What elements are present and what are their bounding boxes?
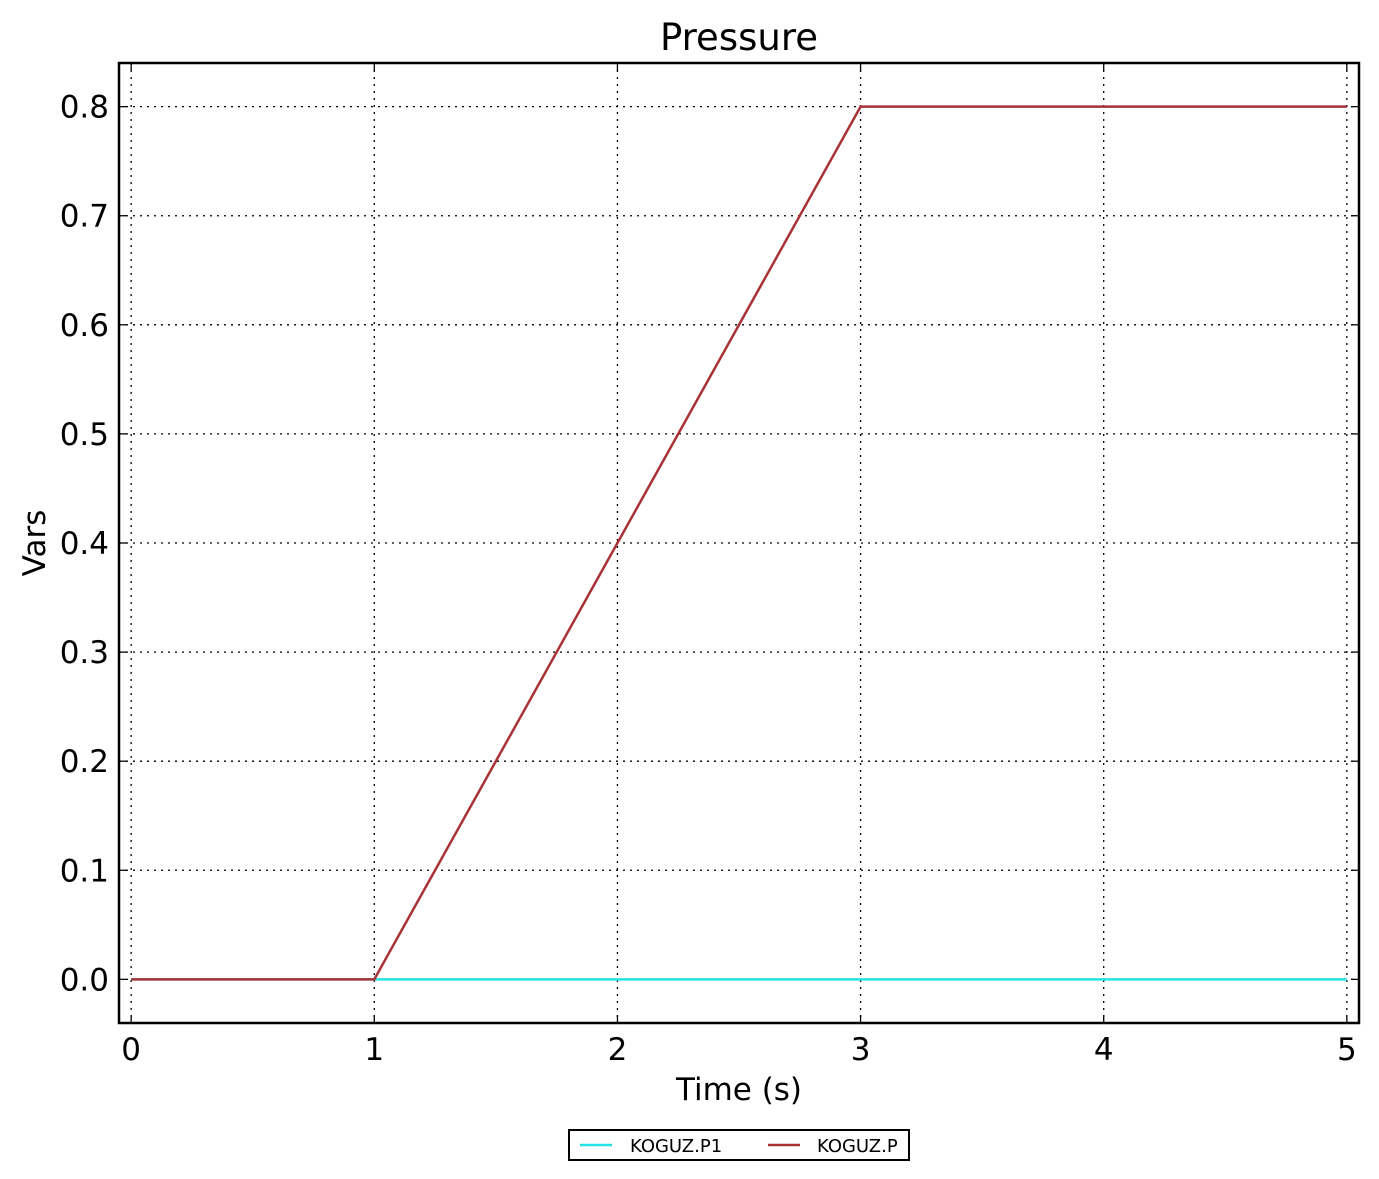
legend-label-koguz-p: KOGUZ.P [817, 1136, 898, 1157]
x-tick-label: 4 [1094, 1032, 1114, 1068]
x-tick-label: 2 [608, 1032, 628, 1068]
plot-frame [117, 61, 1361, 1025]
tick-marks [119, 63, 1359, 1023]
y-tick-label: 0.4 [60, 526, 109, 562]
x-tick-labels: 0 1 2 3 4 5 [121, 1032, 1356, 1068]
x-tick-label: 3 [851, 1032, 871, 1068]
y-tick-label: 0.8 [60, 90, 109, 126]
y-tick-label: 0.6 [60, 308, 109, 344]
y-tick-label: 0.0 [60, 962, 109, 998]
y-tick-label: 0.1 [60, 853, 109, 889]
x-axis-title: Time (s) [675, 1072, 802, 1108]
y-tick-label: 0.5 [60, 417, 109, 453]
chart-title: Pressure [660, 16, 818, 59]
y-tick-label: 0.7 [60, 199, 109, 235]
y-tick-label: 0.2 [60, 744, 109, 780]
series-line-koguz-p [131, 105, 1347, 981]
y-axis-title: Vars [17, 510, 53, 577]
x-tick-label: 0 [121, 1032, 141, 1068]
y-tick-labels: 0.0 0.1 0.2 0.3 0.4 0.5 0.6 0.7 0.8 [60, 90, 109, 999]
legend: KOGUZ.P1 KOGUZ.P [568, 1129, 910, 1161]
legend-box [568, 1129, 910, 1161]
x-tick-label: 5 [1337, 1032, 1357, 1068]
x-tick-label: 1 [364, 1032, 384, 1068]
series-lines [131, 105, 1347, 981]
grid [119, 63, 1359, 1023]
legend-label-koguz-p1: KOGUZ.P1 [630, 1136, 722, 1157]
y-tick-label: 0.3 [60, 635, 109, 671]
